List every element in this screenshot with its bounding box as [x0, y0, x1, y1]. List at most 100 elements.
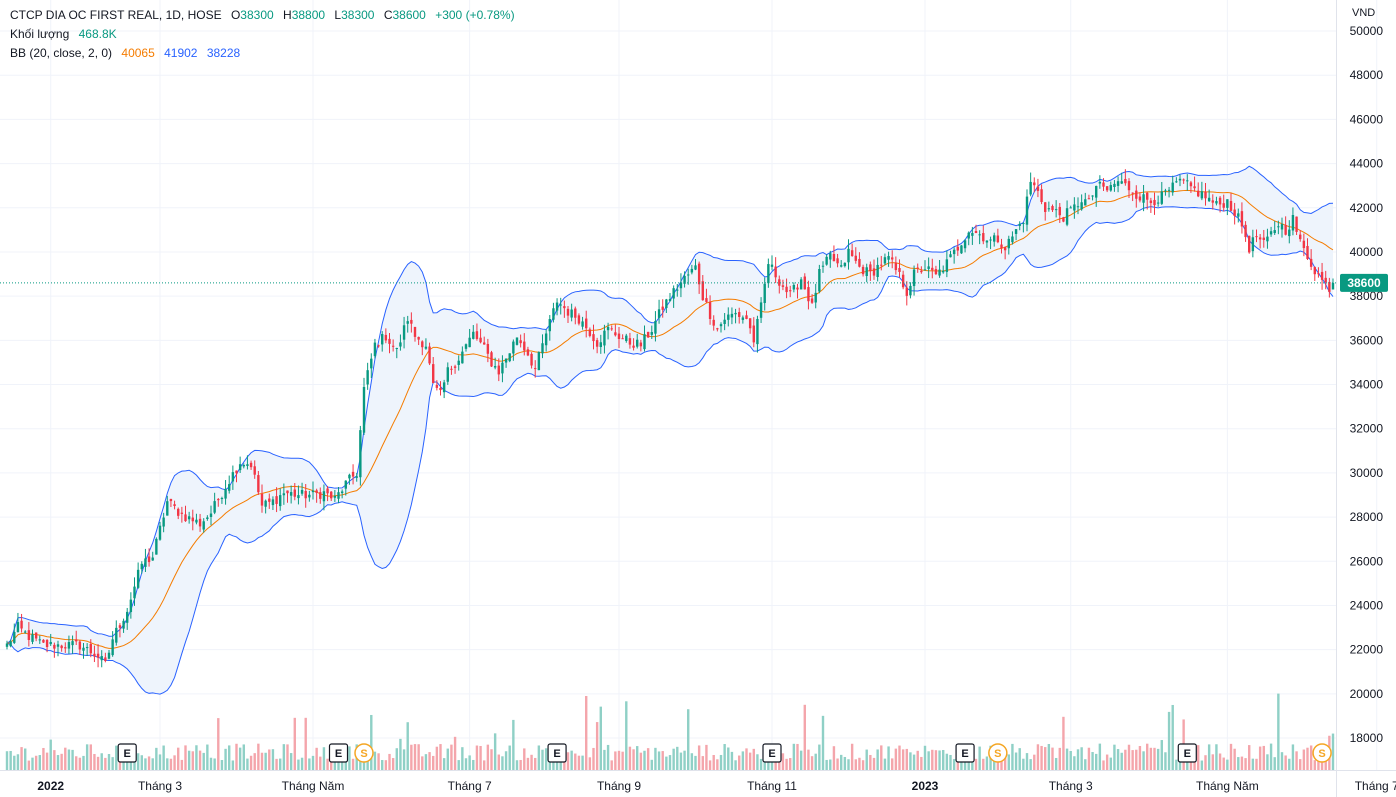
- candle-body: [126, 611, 129, 623]
- volume-bar: [701, 756, 704, 770]
- volume-bar: [293, 717, 296, 770]
- volume-bar: [719, 754, 723, 770]
- candle-body: [909, 285, 912, 296]
- candle-body: [785, 286, 788, 293]
- candle-body: [442, 382, 446, 393]
- y-tick-label: 42000: [1350, 201, 1384, 215]
- candle-body: [384, 334, 388, 341]
- candle-body: [1258, 237, 1262, 240]
- symbol-title[interactable]: CTCP DIA OC FIRST REAL, 1D, HOSE: [10, 8, 222, 22]
- volume-bar: [286, 744, 289, 770]
- event-marker-label: E: [961, 748, 968, 760]
- candle-body: [934, 269, 938, 275]
- candle-body: [391, 345, 395, 347]
- candle-body: [1240, 211, 1244, 227]
- volume-bar: [960, 756, 963, 770]
- event-marker-label: E: [1184, 748, 1191, 760]
- volume-bar: [574, 753, 577, 770]
- candle-body: [610, 328, 613, 330]
- volume-bar: [679, 752, 683, 770]
- candle-body: [493, 366, 497, 368]
- candle-body: [588, 329, 592, 336]
- split-event-marker[interactable]: [1312, 743, 1332, 763]
- candle-body: [111, 639, 114, 656]
- volume-bar: [140, 755, 143, 770]
- volume-bar: [351, 758, 355, 770]
- candle-body: [541, 343, 544, 354]
- earnings-event-marker[interactable]: [328, 743, 349, 763]
- split-event-marker[interactable]: [988, 743, 1008, 763]
- earnings-event-marker[interactable]: [955, 743, 975, 763]
- volume-row[interactable]: Khối lượng 468.8K: [10, 25, 515, 44]
- candle-body: [293, 489, 296, 497]
- candle-body: [413, 326, 417, 337]
- candle-body: [1127, 181, 1131, 191]
- candle-body: [566, 308, 570, 316]
- candle-body: [129, 599, 133, 613]
- volume-bar: [577, 755, 581, 770]
- volume-bar: [1040, 745, 1043, 770]
- candle-body: [351, 471, 355, 477]
- volume-bar: [1167, 711, 1171, 770]
- candle-body: [1328, 281, 1331, 292]
- candle-body: [1135, 190, 1138, 199]
- volume-bar: [439, 744, 442, 770]
- candle-body: [238, 464, 242, 471]
- candle-body: [1255, 236, 1258, 238]
- candle-body: [1266, 236, 1269, 242]
- candlesticks[interactable]: [5, 169, 1335, 668]
- candle-body: [741, 317, 745, 320]
- candle-body: [1022, 223, 1025, 225]
- earnings-event-marker[interactable]: [547, 743, 567, 763]
- volume-bar: [118, 758, 122, 770]
- candle-body: [887, 256, 890, 260]
- candle-body: [24, 631, 27, 633]
- chart-legend: CTCP DIA OC FIRST REAL, 1D, HOSE O38300 …: [10, 6, 515, 63]
- volume-bar: [1237, 757, 1240, 770]
- candle-body: [1076, 206, 1080, 208]
- split-event-marker[interactable]: [354, 743, 374, 763]
- volume-bar: [756, 754, 759, 770]
- bb-row[interactable]: BB (20, close, 2, 0) 40065 41902 38228: [10, 44, 515, 63]
- candle-body: [362, 387, 366, 433]
- volume-bar: [883, 758, 887, 770]
- volume-bar: [202, 752, 205, 770]
- volume-bar: [421, 756, 424, 770]
- volume-bar: [289, 753, 293, 770]
- volume-bar: [1003, 753, 1007, 770]
- candle-body: [89, 644, 92, 654]
- candle-body: [191, 517, 194, 522]
- candle-body: [552, 308, 555, 320]
- volume-bar: [694, 755, 697, 770]
- volume-bar: [894, 748, 898, 770]
- candle-body: [778, 279, 781, 286]
- candle-body: [421, 341, 424, 348]
- candle-body: [140, 563, 143, 570]
- candle-body: [570, 309, 573, 318]
- volume-bar: [1240, 756, 1244, 770]
- earnings-event-marker[interactable]: [1177, 743, 1197, 763]
- candle-body: [249, 462, 253, 468]
- candle-body: [581, 321, 584, 327]
- candle-body: [446, 367, 449, 382]
- volume-label: Khối lượng: [10, 27, 70, 41]
- candle-body: [894, 262, 898, 271]
- candle-body: [1331, 282, 1335, 290]
- volume-bar: [1087, 747, 1091, 770]
- y-tick-label: 32000: [1350, 422, 1384, 436]
- volume-bar: [891, 758, 894, 770]
- candle-body: [1014, 229, 1018, 234]
- candle-body: [745, 315, 748, 319]
- volume-bar: [246, 758, 249, 770]
- candle-body: [1277, 226, 1280, 228]
- volume-bar: [603, 749, 606, 770]
- candle-body: [1175, 181, 1178, 183]
- earnings-event-marker[interactable]: [762, 743, 782, 763]
- volume-bar: [1280, 752, 1284, 770]
- earnings-event-marker[interactable]: [117, 743, 137, 763]
- volume-bar: [1262, 745, 1265, 770]
- candle-body: [923, 269, 927, 271]
